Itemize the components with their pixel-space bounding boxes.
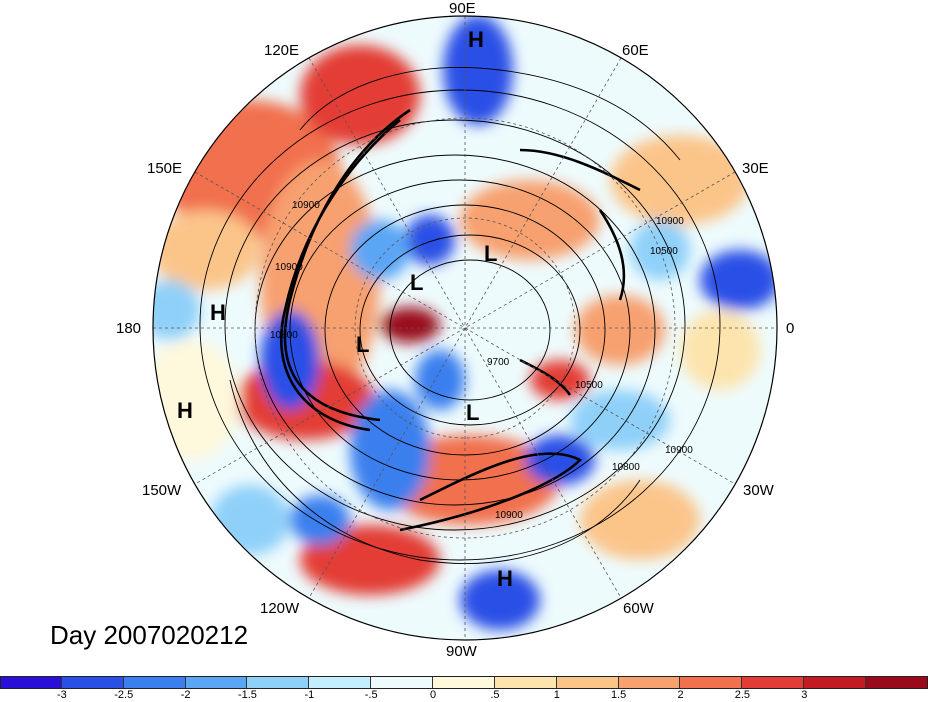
colorbar-swatch — [247, 676, 310, 689]
colorbar-swatch — [123, 676, 186, 689]
colorbar-tick-label: -3 — [56, 689, 67, 701]
colorbar-tick-label: .5 — [490, 689, 500, 701]
lon-label-120w: 120W — [260, 600, 300, 617]
contour-label: 10900 — [665, 445, 693, 456]
colorbar-swatch — [742, 676, 805, 689]
contour-label: 10500 — [650, 246, 678, 257]
contour-label: 10800 — [270, 330, 298, 341]
lon-label-30e: 30E — [742, 160, 769, 177]
colorbar-swatch — [0, 676, 62, 689]
lon-label-90w: 90W — [446, 643, 477, 660]
colorbar-tick-label: 1 — [553, 689, 560, 701]
colorbar-swatch — [556, 676, 619, 689]
lon-label-0: 0 — [786, 320, 795, 337]
colorbar-swatch — [185, 676, 248, 689]
contour-label: 10900 — [292, 200, 320, 211]
colorbar-swatch — [866, 676, 928, 689]
colorbar-tick-label: 2 — [677, 689, 684, 701]
map-title: Day 2007020212 — [50, 620, 249, 650]
lon-label-180: 180 — [116, 320, 142, 337]
lon-label-90e: 90E — [449, 0, 476, 17]
high-pressure-marker: H — [497, 566, 513, 591]
colorbar-tick-label: 2.5 — [734, 689, 751, 701]
lon-label-120e: 120E — [264, 42, 300, 59]
contour-label: 9700 — [487, 357, 510, 368]
colorbar-tick-label: -1.5 — [237, 689, 257, 701]
contour-label: 10800 — [612, 462, 640, 473]
colorbar-swatch — [680, 676, 743, 689]
map-boundary — [152, 15, 778, 641]
colorbar-swatch — [371, 676, 434, 689]
contour-label: 10900 — [275, 262, 303, 273]
contour-label: 10500 — [575, 380, 603, 391]
low-pressure-marker: L — [466, 400, 480, 425]
colorbar-swatch — [494, 676, 557, 689]
high-pressure-marker: H — [210, 300, 226, 325]
lon-label-30w: 30W — [743, 482, 774, 499]
high-pressure-marker: H — [177, 398, 193, 423]
low-pressure-marker: L — [356, 332, 370, 357]
colorbar-swatch — [618, 676, 681, 689]
lon-label-60e: 60E — [622, 42, 649, 59]
colorbar-tick-label: 1.5 — [611, 689, 627, 701]
colorbar-tick-label: -.5 — [364, 689, 378, 701]
colorbar-tick-label: 0 — [430, 689, 437, 701]
height-contours — [199, 67, 721, 564]
colorbar-swatch — [433, 676, 495, 689]
lon-label-60w: 60W — [623, 600, 654, 617]
colorbar-tick-label: 3 — [801, 689, 808, 701]
contour-label: 10900 — [495, 510, 523, 521]
jet-contours — [280, 108, 641, 532]
low-pressure-marker: L — [484, 241, 498, 266]
lon-label-150e: 150E — [147, 160, 183, 177]
contour-label: 10900 — [656, 216, 684, 227]
colorbar-tick-label: -2.5 — [114, 689, 134, 701]
high-pressure-marker: H — [468, 27, 484, 52]
colorbar — [0, 676, 928, 689]
graticule — [153, 16, 777, 640]
colorbar-swatch — [61, 676, 124, 689]
colorbar-tick-label: -1 — [304, 689, 315, 701]
lon-label-150w: 150W — [142, 482, 182, 499]
colorbar-swatch — [309, 676, 372, 689]
colorbar-tick-label: -2 — [180, 689, 191, 701]
low-pressure-marker: L — [410, 270, 424, 295]
colorbar-swatch — [804, 676, 867, 689]
